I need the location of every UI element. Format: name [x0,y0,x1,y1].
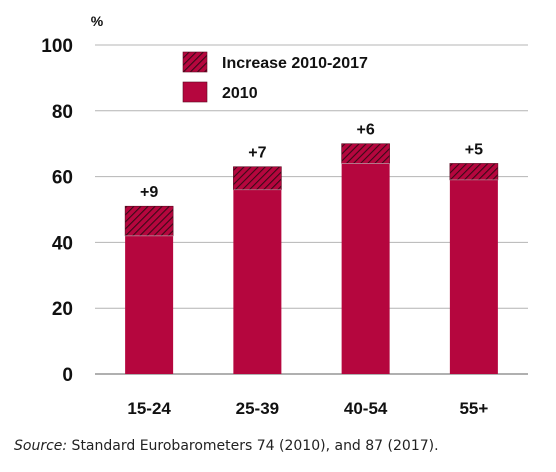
legend-label: 2010 [222,85,258,102]
x-axis: 15-24 25-39 40-54 55+ [127,399,488,418]
stacked-bar-chart: 0 20 40 60 80 100% +9 +7 +6 +5 15-24 25-39 40-54 55… [41,13,528,418]
x-tick-label: 55+ [459,399,488,418]
y-tick-label: 20 [52,299,73,320]
data-label: +6 [357,122,375,139]
x-tick-label: 40-54 [344,399,388,418]
data-labels: +9 +7 +6 +5 [140,122,483,202]
y-unit-label: % [91,13,104,29]
legend: Increase 2010-2017 2010 [182,51,368,103]
bar-increase [233,166,282,191]
data-label: +5 [465,141,483,158]
bar-increase [124,205,174,237]
y-tick-label: 0 [62,365,73,386]
bar-increase [341,143,390,164]
x-tick-label: 25-39 [236,399,279,418]
bars [124,143,499,374]
data-label: +7 [248,145,266,162]
x-tick-label: 15-24 [127,399,171,418]
y-axis: 0 20 40 60 80 100% [41,13,528,386]
legend-swatch-2010 [182,81,208,103]
bar-2010 [233,189,282,374]
legend-label: Increase 2010-2017 [222,55,368,72]
bar-2010 [125,235,174,374]
y-tick-label: 40 [52,233,73,254]
bar-2010 [341,163,390,374]
legend-swatch-increase [182,51,208,73]
source-note: Source: Standard Eurobarometers 74 (2010… [14,438,439,454]
source-text: Standard Eurobarometers 74 (2010), and 8… [67,438,439,454]
y-tick-label: 80 [52,102,73,123]
data-label: +9 [140,184,158,201]
bar-2010 [449,179,498,374]
y-tick-label: 100 [41,36,73,57]
source-prefix: Source: [14,438,68,454]
y-tick-label: 60 [52,168,73,189]
bar-increase [449,163,499,181]
